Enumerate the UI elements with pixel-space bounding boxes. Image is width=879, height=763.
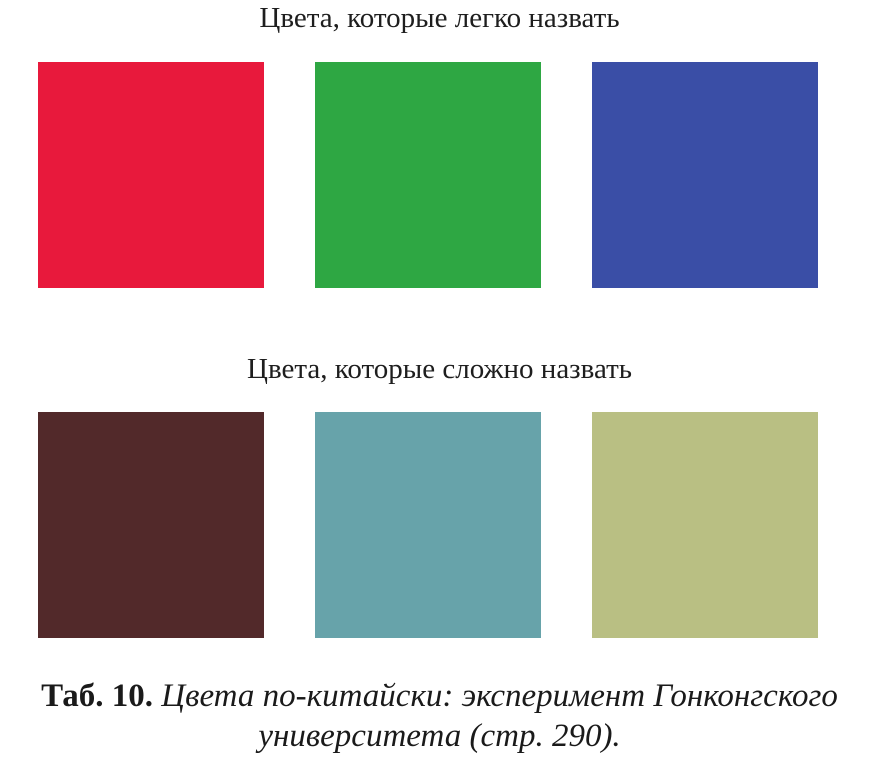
hard-colors-title: Цвета, которые сложно назвать bbox=[247, 353, 632, 385]
hard-colors-row bbox=[38, 412, 818, 638]
easy-colors-title: Цвета, которые легко назвать bbox=[259, 2, 620, 34]
figure-caption: Таб. 10. Цвета по-китайски: эксперимент … bbox=[0, 676, 879, 756]
swatch-blue bbox=[592, 62, 818, 288]
caption-text: Цвета по-китайски: эксперимент Гонконгск… bbox=[161, 678, 838, 754]
swatch-green bbox=[315, 62, 541, 288]
swatch-olive bbox=[592, 412, 818, 638]
easy-colors-row bbox=[38, 62, 818, 288]
swatch-teal bbox=[315, 412, 541, 638]
swatch-dark-brown bbox=[38, 412, 264, 638]
caption-label: Таб. 10. bbox=[41, 678, 154, 714]
swatch-red bbox=[38, 62, 264, 288]
